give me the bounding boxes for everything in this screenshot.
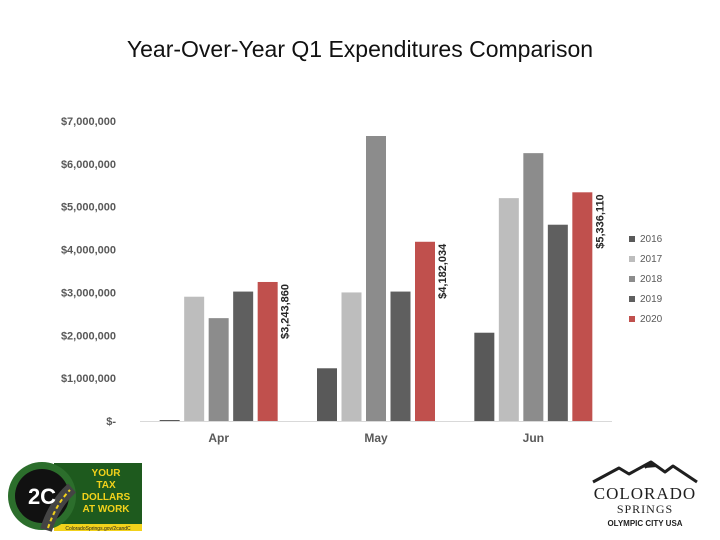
logo-line-2: TAX	[96, 480, 116, 491]
legend-swatch-2017	[629, 256, 635, 262]
logo-footer-text: ColoradoSprings.gov/2candC	[65, 526, 131, 532]
bar-2018-may	[366, 136, 386, 421]
city-logo-tagline: OLYMPIC CITY USA	[607, 519, 683, 528]
city-logo-line-2: SPRINGS	[616, 502, 674, 516]
logo-line-1: YOUR	[92, 468, 122, 479]
bar-2017-jun	[498, 198, 519, 421]
legend-label-2019: 2019	[640, 294, 663, 305]
bar-2020-jun	[572, 192, 593, 421]
y-tick-label: $2,000,000	[61, 330, 116, 342]
bar-2017-may	[341, 292, 362, 421]
data-label-2020-jun: $5,336,110	[594, 194, 606, 248]
y-tick-label: $4,000,000	[61, 245, 116, 257]
x-tick-label: Jun	[523, 431, 544, 445]
legend-swatch-2020	[629, 316, 635, 322]
bar-2019-may	[390, 291, 411, 421]
y-tick-label: $6,000,000	[61, 159, 116, 171]
bar-2019-apr	[233, 291, 254, 421]
legend-label-2017: 2017	[640, 254, 663, 265]
legend-label-2016: 2016	[640, 234, 663, 245]
legend-swatch-2019	[629, 296, 635, 302]
bar-2020-apr	[257, 281, 278, 421]
logo-line-4: AT WORK	[82, 504, 130, 515]
y-tick-label: $-	[106, 416, 116, 428]
x-tick-label: May	[364, 431, 388, 445]
bar-2019-jun	[547, 224, 568, 421]
y-tick-label: $1,000,000	[61, 373, 116, 385]
bar-2016-apr	[159, 420, 180, 421]
logo-2c-badge-text: 2C	[28, 484, 56, 509]
city-logo-line-1: COLORADO	[593, 484, 697, 503]
y-tick-label: $3,000,000	[61, 287, 116, 299]
legend-label-2020: 2020	[640, 314, 663, 325]
y-tick-label: $7,000,000	[61, 116, 116, 128]
logo-line-3: DOLLARS	[82, 492, 131, 503]
logo-footer-bar	[54, 524, 142, 531]
bar-2018-jun	[523, 153, 544, 421]
colorado-springs-logo: COLORADO SPRINGS OLYMPIC CITY USA	[585, 456, 705, 534]
data-label-2020-apr: $3,243,860	[280, 284, 292, 339]
legend-label-2018: 2018	[640, 274, 663, 285]
bar-2018-apr	[208, 318, 229, 421]
bar-2016-may	[317, 368, 337, 421]
tax-dollars-at-work-logo: 2C YOUR TAX DOLLARS AT WORK ColoradoSpri…	[8, 462, 142, 532]
road-stripe-icon	[47, 489, 71, 529]
x-tick-label: Apr	[208, 431, 229, 445]
bar-2017-apr	[184, 296, 205, 421]
legend-swatch-2016	[629, 236, 635, 242]
data-label-2020-may: $4,182,034	[437, 243, 449, 299]
bar-2016-jun	[474, 332, 495, 421]
mountain-icon	[592, 460, 698, 484]
bar-2020-may	[415, 241, 435, 421]
legend-swatch-2018	[629, 276, 635, 282]
chart-title: Year-Over-Year Q1 Expenditures Compariso…	[126, 36, 594, 62]
y-tick-label: $5,000,000	[61, 202, 116, 214]
